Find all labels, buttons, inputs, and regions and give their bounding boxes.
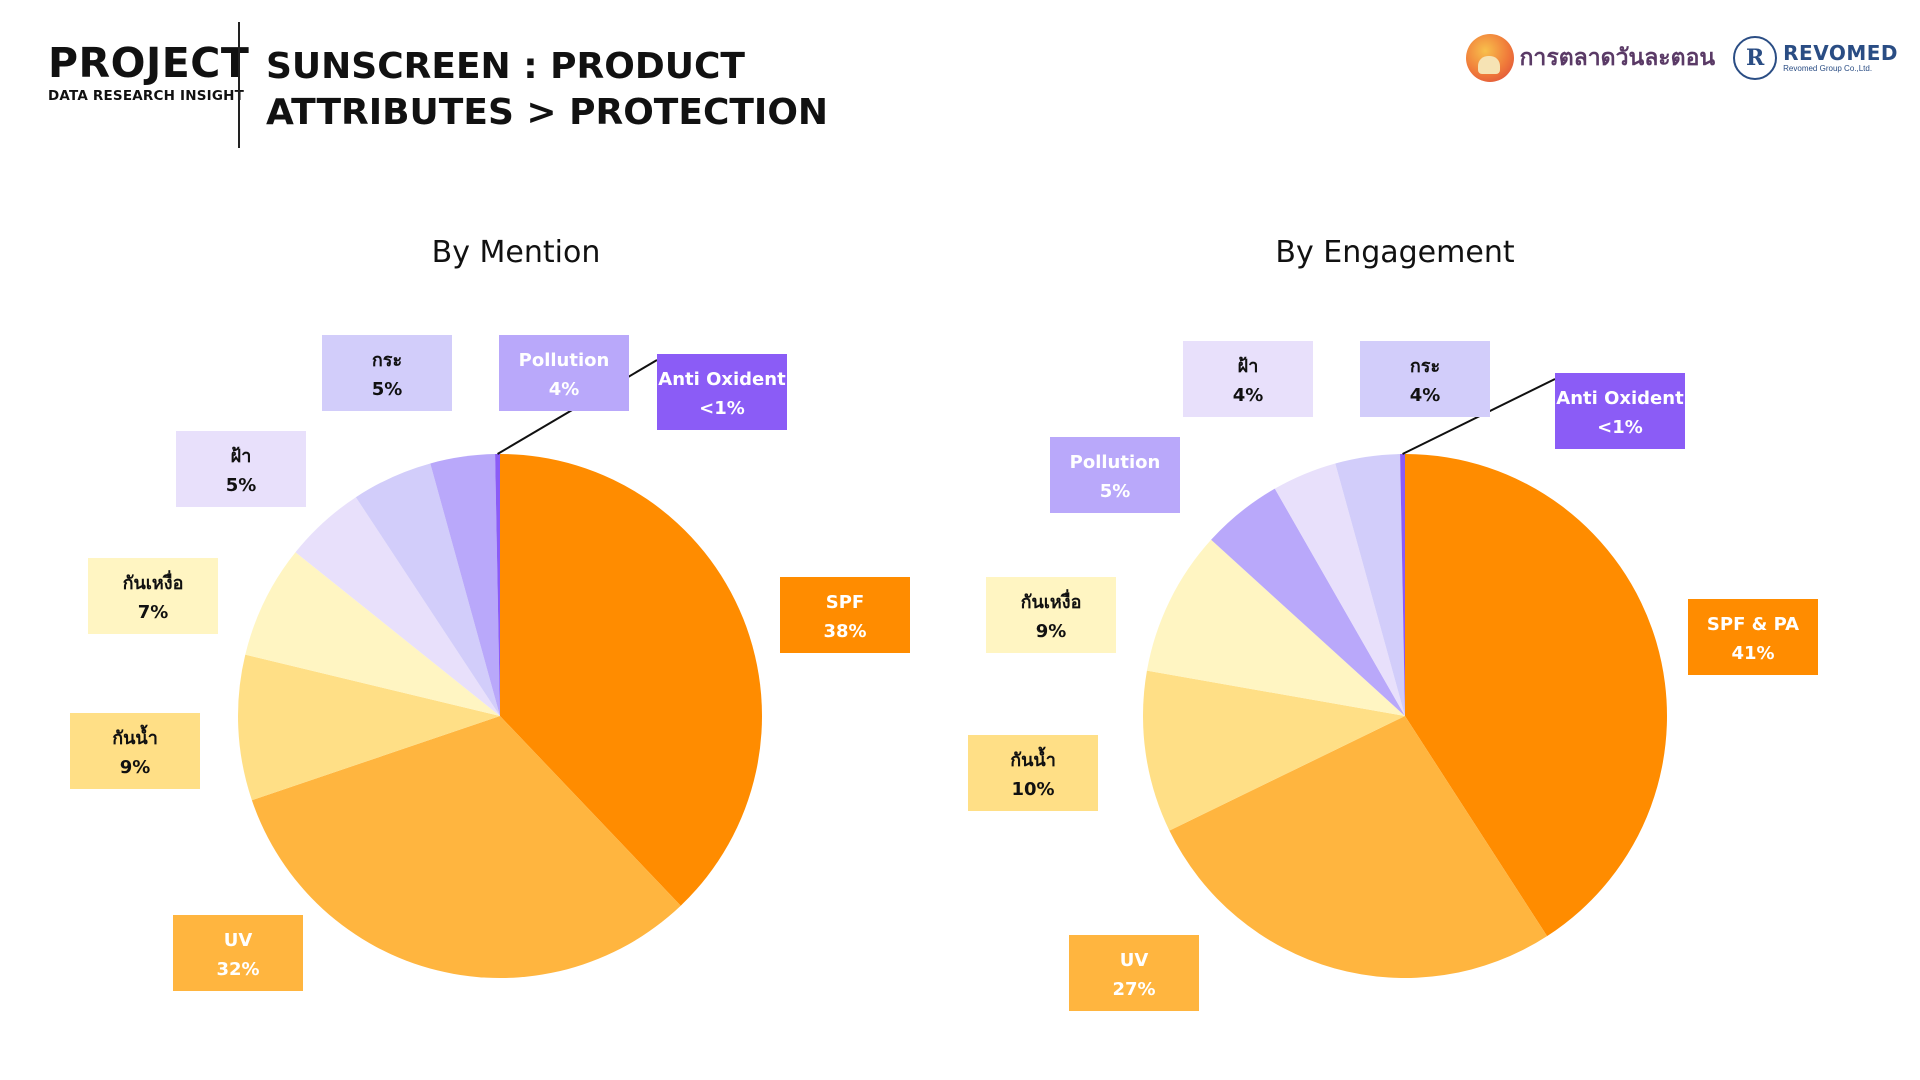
slice-name: ฝ้า	[231, 446, 252, 467]
label-box	[1360, 341, 1490, 417]
pie-slice-uv	[251, 716, 681, 978]
pie-slice-pollution	[430, 454, 500, 716]
slice-label-pollution: Pollution 5%	[1050, 437, 1180, 513]
label-box	[70, 713, 200, 789]
brand-logo-text: การตลาดวันละตอน	[1519, 45, 1716, 71]
revomed-logo-icon: R	[1733, 36, 1778, 80]
project-title: PROJECT	[48, 39, 250, 87]
label-box	[1069, 935, 1199, 1011]
label-box	[780, 577, 910, 653]
pie-slice-spf	[500, 454, 762, 906]
slice-name: กันเหงื่อ	[123, 570, 184, 594]
pie-slice-anti-oxident	[495, 454, 500, 716]
pie-slice-thai-3	[1146, 539, 1405, 716]
slice-value: 32%	[216, 959, 259, 980]
slice-value: 10%	[1011, 779, 1054, 800]
logo-group: การตลาดวันละตอน R REVOMED Revomed Group …	[1465, 34, 1899, 82]
chart-title: By Engagement	[1275, 235, 1514, 270]
slice-value: 5%	[1100, 481, 1131, 502]
pie-slice-spf-pa	[1405, 454, 1667, 937]
slice-label-spf: SPF 38%	[780, 577, 910, 653]
revomed-logo-text: REVOMED Revomed Group Co.,Ltd.	[1783, 42, 1898, 74]
slice-label-thai-3: กันเหงื่อ 7%	[88, 558, 218, 634]
project-subtitle: DATA RESEARCH INSIGHT	[48, 88, 245, 104]
slice-name: กันน้ำ	[112, 724, 158, 749]
label-box	[173, 915, 303, 991]
label-box	[176, 431, 306, 507]
slice-label-thai-3: กันเหงื่อ 9%	[986, 577, 1116, 653]
slice-label-uv: UV 27%	[1069, 935, 1199, 1011]
slice-name: กันน้ำ	[1010, 746, 1056, 771]
chart-title: By Mention	[432, 235, 601, 270]
slice-value: <1%	[699, 398, 745, 419]
slice-label-thai-5: กระ 5%	[322, 335, 452, 411]
pie-slice-thai-5	[355, 463, 500, 716]
slice-label-thai-6: กระ 4%	[1360, 341, 1490, 417]
pie-slice-thai-3	[245, 552, 500, 716]
pie-chart-1: By Mention SPF 38% UV 32% กันน้ำ 9% กันเหงื่อ 7%…	[70, 235, 910, 991]
slice-value: 9%	[1036, 621, 1067, 642]
slice-label-thai-2: กันน้ำ 10%	[968, 735, 1098, 811]
slice-name: UV	[224, 930, 253, 951]
label-box	[986, 577, 1116, 653]
slice-value: 4%	[1410, 385, 1441, 406]
slice-value: <1%	[1597, 417, 1643, 438]
slice-value: 7%	[138, 602, 169, 623]
label-box	[968, 735, 1098, 811]
label-box	[499, 335, 629, 411]
page-title: SUNSCREEN : PRODUCT ATTRIBUTES > PROTECT…	[266, 44, 828, 136]
pie-slice-thai-5	[1274, 463, 1405, 716]
slice-label-thai-4: ฝ้า 5%	[176, 431, 306, 507]
slice-label-pollution: Pollution 4%	[499, 335, 629, 411]
slice-value: 4%	[1233, 385, 1264, 406]
slice-name: Pollution	[1070, 452, 1161, 473]
slice-label-uv: UV 32%	[173, 915, 303, 991]
pie-slice-thai-6	[1335, 454, 1405, 716]
slice-name: Anti Oxident	[1556, 388, 1684, 409]
pie-slice-thai-4	[295, 497, 500, 716]
slice-value: 38%	[823, 621, 866, 642]
slice-value: 41%	[1731, 643, 1774, 664]
page-title-line-1: SUNSCREEN : PRODUCT	[266, 46, 745, 87]
slice-label-thai-5: ฝ้า 4%	[1183, 341, 1313, 417]
slice-name: SPF & PA	[1707, 614, 1799, 635]
slice-name: ฝ้า	[1238, 356, 1259, 377]
slice-value: 27%	[1112, 979, 1155, 1000]
label-box	[1555, 373, 1685, 449]
slice-value: 5%	[226, 475, 257, 496]
label-box	[88, 558, 218, 634]
label-box	[1183, 341, 1313, 417]
project-block: PROJECT DATA RESEARCH INSIGHT	[48, 40, 249, 104]
slice-name: Pollution	[519, 350, 610, 371]
pie-slice-pollution	[1211, 488, 1405, 716]
slice-label-anti-oxident: Anti Oxident <1%	[657, 354, 787, 430]
label-box	[322, 335, 452, 411]
brand-logo-icon	[1465, 34, 1514, 82]
slice-value: 9%	[120, 757, 151, 778]
slice-label-spf-pa: SPF & PA 41%	[1688, 599, 1818, 675]
slice-value: 4%	[549, 379, 580, 400]
label-box	[1688, 599, 1818, 675]
slice-name: UV	[1120, 950, 1149, 971]
pie-slice-uv	[1169, 716, 1548, 978]
revomed-subtitle: Revomed Group Co.,Ltd.	[1783, 64, 1873, 73]
pie-slice-thai-2	[238, 654, 500, 801]
label-box	[1050, 437, 1180, 513]
slice-name: กันเหงื่อ	[1021, 589, 1082, 613]
slice-name: กระ	[1410, 356, 1440, 377]
slice-name: SPF	[826, 592, 864, 613]
pie-slice-thai-2	[1143, 670, 1405, 831]
slice-name: Anti Oxident	[658, 369, 786, 390]
pie-slice-anti-oxident	[1400, 454, 1405, 716]
slice-label-anti-oxident: Anti Oxident <1%	[1555, 373, 1685, 449]
slice-label-thai-2: กันน้ำ 9%	[70, 713, 200, 789]
header-divider	[238, 22, 240, 148]
revomed-name: REVOMED	[1783, 41, 1898, 65]
slice-name: กระ	[372, 350, 402, 371]
page-title-line-2: ATTRIBUTES > PROTECTION	[266, 92, 829, 133]
label-box	[657, 354, 787, 430]
slice-value: 5%	[372, 379, 403, 400]
